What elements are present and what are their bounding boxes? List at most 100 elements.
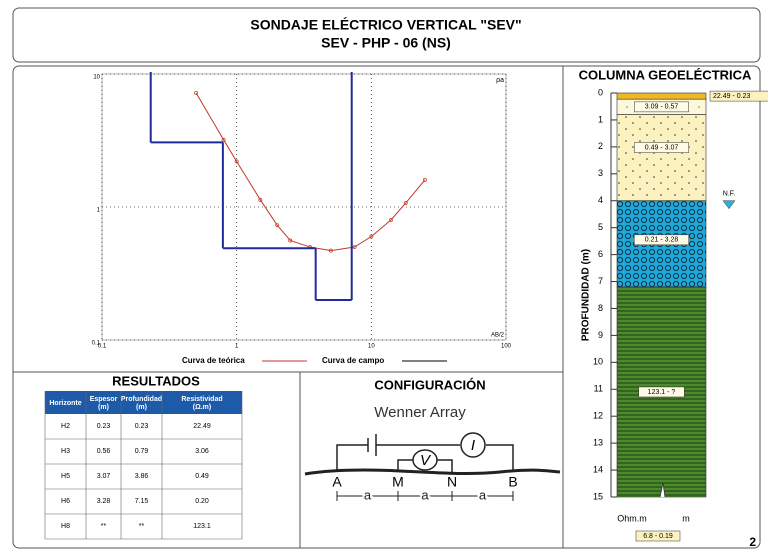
depth-tick-label: 14 [593, 464, 603, 474]
cell: 0.23 [97, 423, 111, 430]
cell: 0.49 [195, 473, 209, 480]
cell: 3.06 [195, 448, 209, 455]
cell: 7.15 [135, 498, 149, 505]
legend-label: Curva de teórica [182, 356, 245, 365]
field-point [194, 91, 199, 95]
layer-label-box [634, 142, 689, 153]
array-name: Wenner Array [374, 404, 466, 421]
depth-tick-label: 9 [598, 330, 603, 340]
voltmeter [412, 449, 438, 471]
unit-label: Ohm.m [617, 513, 647, 523]
depth-tick-label: 11 [594, 384, 603, 394]
x-tick-label: 10 [368, 344, 375, 350]
cell: ** [139, 523, 145, 530]
layer [616, 114, 707, 202]
electrode-label: M [392, 474, 404, 490]
plot-area [149, 72, 427, 301]
field-point [369, 234, 374, 239]
y-tick-label: 0.1 [92, 341, 101, 347]
electrode-label: N [447, 474, 457, 490]
spacing-label: a [479, 487, 487, 502]
layer-label: 123.1 - ? [648, 389, 676, 396]
layer-label: 22.49 - 0.23 [713, 93, 750, 100]
x-tick-label: 1 [235, 344, 239, 350]
ground [304, 468, 561, 476]
y-tick-label: 1 [97, 208, 101, 214]
layer [616, 92, 707, 100]
field-point [389, 217, 393, 222]
cell: H2 [61, 423, 70, 430]
field-point [422, 177, 427, 182]
column-title: COLUMNA GEOELÉCTRICA [579, 67, 752, 82]
ammeter [460, 432, 486, 458]
x-tick-label: 0.1 [98, 344, 107, 350]
unit-label: m [682, 513, 690, 523]
depth-tick-label: 8 [598, 303, 603, 313]
column-header: Resistividad (Ω.m) [181, 396, 222, 411]
cell: H6 [61, 498, 70, 505]
config-title: CONFIGURACIÓN [374, 377, 485, 392]
geoelectric-column: 22.49 - 0.23 3.09 - 0.57 0.49 - 3.07 0.21 -… [593, 87, 768, 542]
column-header: Espesor (m) [90, 396, 118, 411]
field-point [352, 245, 357, 249]
body-box [12, 65, 761, 549]
cell: ** [101, 523, 107, 530]
layer-label: 3.09 - 0.57 [645, 104, 679, 111]
field-point [328, 248, 333, 253]
field-point [403, 201, 408, 206]
field-point [234, 159, 239, 164]
current-wire [336, 444, 514, 472]
title: SONDAJE ELÉCTRICO VERTICAL "SEV" [250, 17, 521, 33]
electrode-label: B [508, 474, 517, 490]
depth-tick-label: 0 [598, 87, 603, 97]
y-axis-label: ρa [496, 77, 504, 84]
chart: 0.1 1 10 100 0.1 1 10 AB/2 ρa Curva de teórica Cur… [92, 72, 512, 365]
cell: 3.86 [135, 473, 149, 480]
base-label-box [635, 530, 681, 542]
water-table-marker [722, 200, 736, 210]
electrode-label: A [332, 474, 342, 490]
layer-label: 0.21 - 3.28 [645, 237, 679, 244]
results-title: RESULTADOS [112, 373, 200, 388]
depth-tick-label: 13 [593, 438, 603, 448]
table-header [45, 391, 242, 414]
current-label: I [471, 437, 475, 454]
layer-label-box [709, 90, 768, 102]
depth-tick-label: 6 [598, 249, 603, 259]
cell: 0.79 [135, 448, 149, 455]
wenner-diagram [304, 432, 561, 501]
y-tick-label: 10 [93, 75, 100, 81]
column-header: Horizonte [49, 400, 81, 407]
cell: 0.20 [195, 498, 209, 505]
subtitle: SEV - PHP - 06 (NS) [321, 35, 451, 51]
wenner-labels: A M N Ba a a [332, 474, 517, 505]
depth-tick-label: 1 [598, 114, 603, 124]
cell: 3.07 [97, 473, 111, 480]
depth-tick-label: 12 [593, 411, 603, 421]
cell: 0.23 [135, 423, 149, 430]
column-axis-label: PROFUNDIDAD (m) [581, 249, 592, 341]
depth-tick-label: 7 [598, 276, 603, 286]
layer-label: 0.49 - 3.07 [645, 144, 679, 151]
depth-tick-label: 5 [598, 222, 603, 232]
header-line: Resistividad [181, 396, 222, 403]
depth-tick-label: 3 [598, 168, 603, 178]
cell: H3 [61, 448, 70, 455]
page-number: 2 [749, 535, 756, 549]
legend-label: Curva de campo [322, 356, 384, 365]
depth-tick-label: 10 [593, 357, 603, 367]
field-point [221, 137, 226, 142]
header-line: Horizonte [49, 400, 81, 407]
cell: H8 [61, 523, 70, 530]
header-line: (m) [98, 404, 109, 411]
base-label: 6.8 - 0.19 [643, 533, 673, 540]
depth-tick-label: 4 [598, 195, 603, 205]
x-axis-label: AB/2 [491, 333, 505, 339]
cell: H5 [61, 473, 70, 480]
spacing-ticks [336, 491, 514, 501]
depth-tick-label: 15 [593, 491, 603, 501]
depth-tick-label: 2 [598, 141, 603, 151]
column-header: Profundidad (m) [121, 396, 162, 411]
header-line: (m) [136, 404, 147, 411]
